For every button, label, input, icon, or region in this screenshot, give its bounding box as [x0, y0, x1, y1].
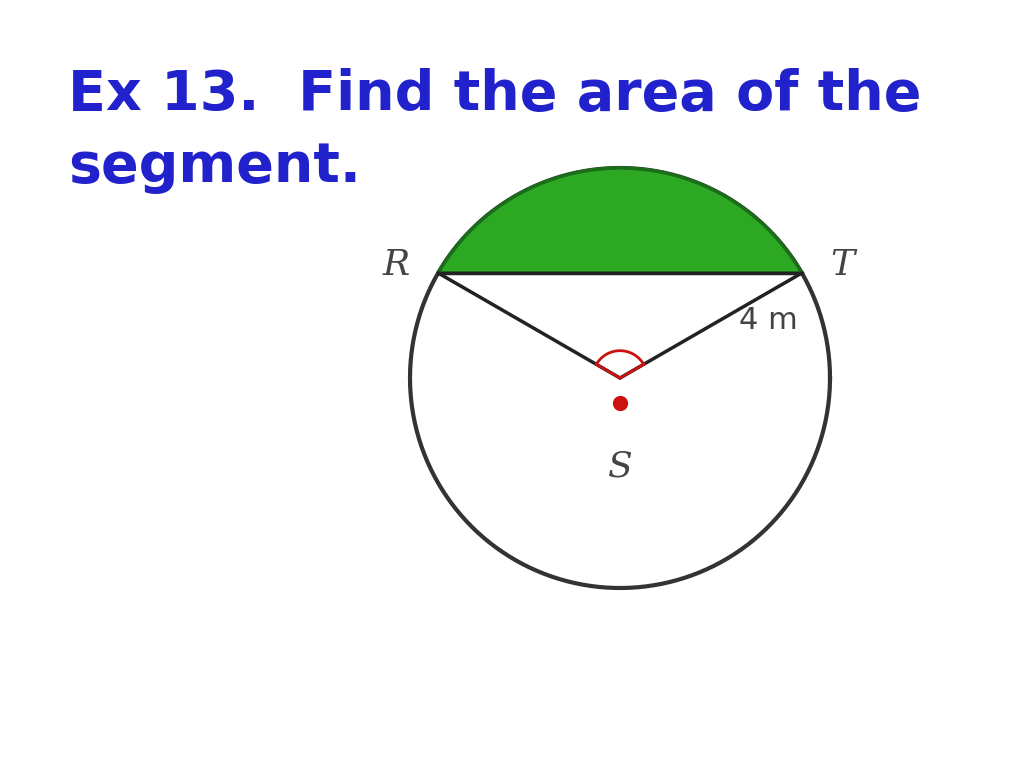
Text: R: R — [383, 248, 411, 282]
Text: Ex 13.  Find the area of the: Ex 13. Find the area of the — [68, 68, 922, 122]
Text: segment.: segment. — [68, 140, 360, 194]
Text: T: T — [829, 248, 854, 282]
Polygon shape — [438, 168, 802, 273]
Text: 4 m: 4 m — [739, 306, 798, 335]
Text: S: S — [607, 449, 633, 483]
